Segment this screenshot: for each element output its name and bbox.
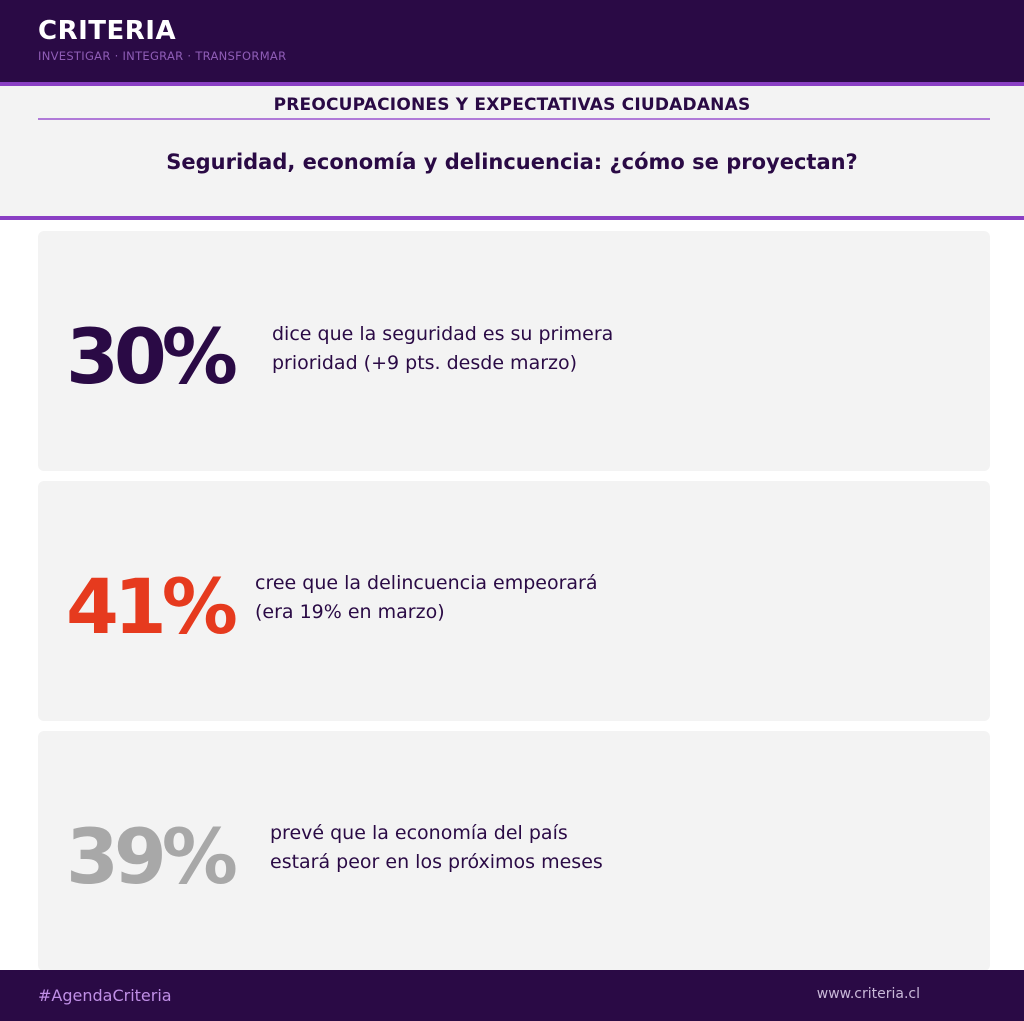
footer-bar: #AgendaCriteria www.criteria.cl: [0, 970, 1024, 1021]
stat-description-line: estará peor en los próximos meses: [270, 851, 603, 873]
stat-description: dice que la seguridad es su primera prio…: [272, 320, 613, 378]
page-subtitle: Seguridad, economía y delincuencia: ¿cóm…: [166, 150, 858, 174]
stat-card-economia: 39% prevé que la economía del país estar…: [38, 731, 990, 971]
stat-description-line: prevé que la economía del país: [270, 822, 568, 844]
section-divider: [38, 118, 990, 120]
stat-value: 39%: [66, 812, 238, 901]
section-title: PREOCUPACIONES Y EXPECTATIVAS CIUDADANAS: [273, 95, 751, 115]
stat-card-delincuencia: 41% cree que la delincuencia empeorará (…: [38, 481, 990, 721]
stat-value: 41%: [66, 562, 238, 651]
stat-description-line: cree que la delincuencia empeorará: [255, 572, 598, 594]
title-header: PREOCUPACIONES Y EXPECTATIVAS CIUDADANAS…: [0, 86, 1024, 220]
stat-description-line: prioridad (+9 pts. desde marzo): [272, 352, 578, 374]
top-banner: CRITERIA INVESTIGAR · INTEGRAR · TRANSFO…: [0, 0, 1024, 86]
footer-hashtag: #AgendaCriteria: [38, 986, 172, 1005]
brand-logo: CRITERIA: [38, 16, 177, 46]
stat-value: 30%: [66, 312, 238, 401]
brand-tagline: INVESTIGAR · INTEGRAR · TRANSFORMAR: [38, 49, 287, 63]
stat-description: prevé que la economía del país estará pe…: [270, 819, 603, 877]
footer-website-link[interactable]: www.criteria.cl: [816, 986, 920, 1002]
stat-card-seguridad: 30% dice que la seguridad es su primera …: [38, 231, 990, 471]
stat-description-line: dice que la seguridad es su primera: [272, 323, 614, 345]
stat-description-line: (era 19% en marzo): [255, 601, 445, 623]
stat-description: cree que la delincuencia empeorará (era …: [255, 569, 598, 627]
